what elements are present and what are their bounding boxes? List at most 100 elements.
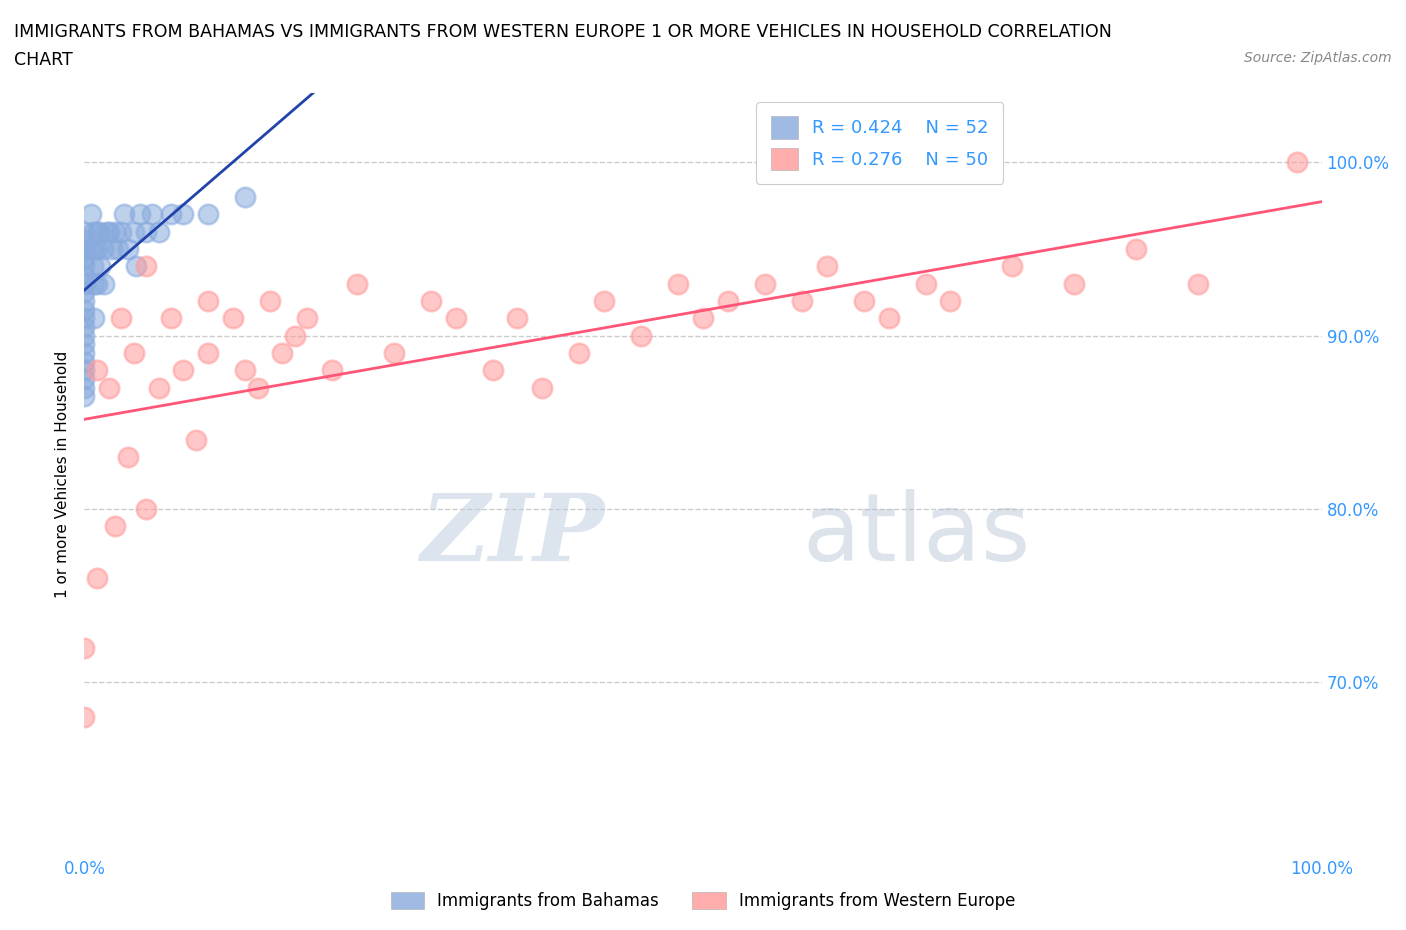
Point (83, 276, 105, 291)
Point (91, 242, 114, 257)
Point (506, 311, 529, 325)
Point (73, 328, 96, 343)
Point (86, 571, 108, 586)
Point (135, 259, 157, 273)
Point (481, 363, 503, 378)
Point (197, 346, 219, 361)
Point (107, 242, 129, 257)
Point (692, 311, 714, 325)
Legend: Immigrants from Bahamas, Immigrants from Western Europe: Immigrants from Bahamas, Immigrants from… (384, 885, 1022, 917)
Point (259, 294, 281, 309)
Point (531, 380, 554, 395)
Point (666, 276, 689, 291)
Point (83, 242, 105, 257)
Point (89, 224, 111, 239)
Point (160, 206, 183, 221)
Point (117, 242, 139, 257)
Point (73, 389, 96, 404)
Point (86, 276, 108, 291)
Point (815, 259, 838, 273)
Point (295, 311, 318, 325)
Point (271, 346, 294, 361)
Point (568, 346, 591, 361)
Legend: R = 0.424    N = 52, R = 0.276    N = 50: R = 0.424 N = 52, R = 0.276 N = 50 (756, 102, 1004, 184)
Point (73, 276, 96, 291)
Point (419, 294, 441, 309)
Text: IMMIGRANTS FROM BAHAMAS VS IMMIGRANTS FROM WESTERN EUROPE 1 OR MORE VEHICLES IN : IMMIGRANTS FROM BAHAMAS VS IMMIGRANTS FR… (14, 23, 1112, 41)
Point (73, 232, 96, 247)
Point (73, 259, 96, 273)
Point (184, 432, 207, 447)
Point (172, 206, 194, 221)
Point (79, 206, 101, 221)
Point (83, 311, 105, 325)
Point (73, 294, 96, 309)
Point (100, 242, 122, 257)
Point (73, 363, 96, 378)
Point (914, 276, 936, 291)
Point (110, 311, 132, 325)
Text: atlas: atlas (801, 489, 1031, 581)
Point (135, 224, 157, 239)
Point (98, 380, 121, 395)
Point (122, 224, 145, 239)
Point (86, 224, 108, 239)
Point (73, 640, 96, 655)
Point (73, 346, 96, 361)
Text: CHART: CHART (14, 51, 73, 69)
Point (852, 294, 875, 309)
Point (79, 242, 101, 257)
Point (98, 224, 121, 239)
Point (1187, 276, 1209, 291)
Point (1125, 242, 1147, 257)
Point (73, 337, 96, 352)
Point (222, 311, 245, 325)
Point (1001, 259, 1024, 273)
Point (233, 363, 256, 378)
Text: Source: ZipAtlas.com: Source: ZipAtlas.com (1244, 51, 1392, 65)
Point (73, 354, 96, 369)
Point (939, 294, 962, 309)
Point (117, 449, 139, 464)
Point (197, 206, 219, 221)
Point (73, 302, 96, 317)
Point (129, 206, 152, 221)
Point (382, 346, 405, 361)
Point (73, 242, 96, 257)
Point (148, 224, 170, 239)
Point (346, 276, 368, 291)
Point (135, 501, 157, 516)
Point (321, 363, 343, 378)
Point (717, 294, 740, 309)
Point (125, 259, 148, 273)
Point (96, 224, 118, 239)
Point (877, 311, 900, 325)
Point (86, 363, 108, 378)
Point (104, 519, 127, 534)
Point (790, 294, 813, 309)
Point (593, 294, 616, 309)
Point (89, 259, 111, 273)
Point (86, 242, 108, 257)
Point (112, 206, 135, 221)
Point (172, 363, 194, 378)
Point (141, 206, 163, 221)
Point (73, 224, 96, 239)
Point (82, 224, 104, 239)
Point (630, 328, 652, 343)
Point (754, 276, 776, 291)
Point (110, 224, 132, 239)
Point (82, 259, 104, 273)
Point (73, 311, 96, 325)
Point (73, 320, 96, 335)
Text: ZIP: ZIP (420, 490, 605, 580)
Point (197, 294, 219, 309)
Y-axis label: 1 or more Vehicles in Household: 1 or more Vehicles in Household (55, 351, 70, 598)
Point (444, 311, 467, 325)
Point (122, 346, 145, 361)
Point (1063, 276, 1085, 291)
Point (73, 380, 96, 395)
Point (73, 372, 96, 387)
Point (233, 190, 256, 205)
Point (284, 328, 307, 343)
